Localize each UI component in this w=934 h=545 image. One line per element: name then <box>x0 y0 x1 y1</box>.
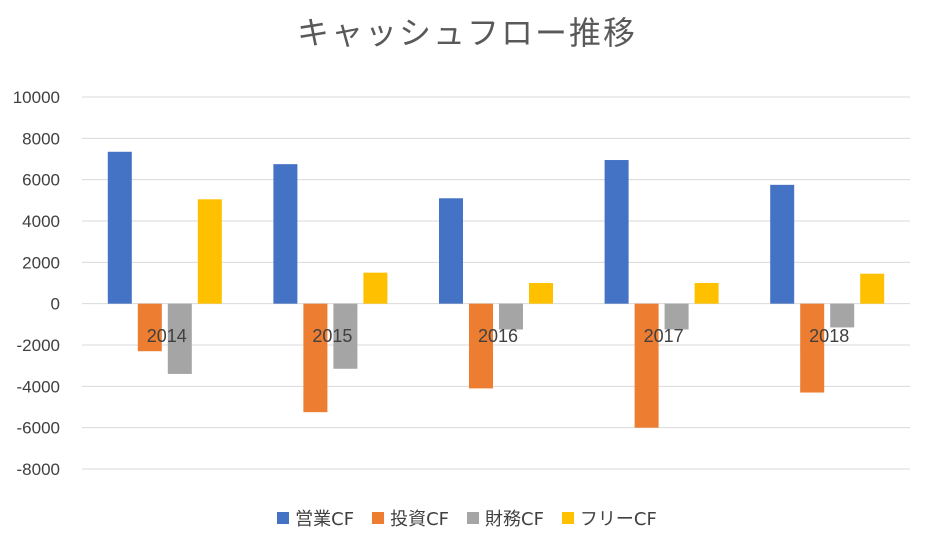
y-tick-label: 2000 <box>22 253 60 272</box>
bar-3-2014 <box>167 303 192 374</box>
bar-4-2014 <box>197 199 222 304</box>
bar-2-2016 <box>469 303 493 389</box>
category-labels: 2014 2015 2016 2017 2018 <box>147 326 849 346</box>
category-label: 2018 <box>809 326 849 346</box>
legend-item-operating: 営業CF <box>277 505 354 531</box>
y-tick-label: -6000 <box>17 419 60 438</box>
y-axis-ticks: 10000 8000 6000 4000 2000 0 -2000 -4000 -6000 -80… <box>13 88 60 479</box>
y-tick-label: -2000 <box>17 336 60 355</box>
legend-swatch-free <box>561 512 574 524</box>
legend-label-free: フリーCF <box>579 509 657 530</box>
legend-label-investing: 投資CF <box>390 509 449 530</box>
bar-1-2014 <box>107 151 132 304</box>
legend-item-financing: 財務CF <box>467 505 544 531</box>
bar-2-2017 <box>634 303 659 428</box>
y-tick-label: 6000 <box>22 171 60 190</box>
category-label: 2015 <box>312 326 352 346</box>
bar-4-2016 <box>529 283 553 304</box>
y-tick-label: -8000 <box>17 460 60 479</box>
bar-2-2015 <box>303 303 328 413</box>
bar-4-2015 <box>363 272 388 304</box>
legend-item-investing: 投資CF <box>372 505 449 531</box>
bar-3-2015 <box>333 303 358 369</box>
bar-3-2016 <box>499 303 523 330</box>
y-tick-label: 10000 <box>13 88 60 107</box>
bar-3-2018 <box>830 303 855 328</box>
bar-1-2018 <box>770 184 795 304</box>
category-label: 2014 <box>147 326 187 346</box>
legend: 営業CF 投資CF 財務CF フリーCF <box>0 505 934 531</box>
chart-title: キャッシュフロー推移 <box>296 14 637 52</box>
legend-label-operating: 営業CF <box>295 509 355 530</box>
bars <box>107 151 885 428</box>
legend-swatch-investing <box>372 512 385 524</box>
bar-1-2017 <box>604 160 629 304</box>
gridlines <box>82 96 910 470</box>
legend-item-free: フリーCF <box>561 505 657 531</box>
category-label: 2017 <box>644 326 684 346</box>
bar-2-2014 <box>137 303 162 352</box>
bar-4-2017 <box>694 283 719 304</box>
category-label: 2016 <box>478 326 518 346</box>
legend-swatch-financing <box>467 512 479 524</box>
legend-label-financing: 財務CF <box>485 509 544 530</box>
bar-3-2017 <box>664 303 689 330</box>
bar-4-2018 <box>860 273 885 304</box>
bar-2-2018 <box>800 303 825 393</box>
legend-swatch-operating <box>277 512 290 524</box>
y-tick-label: 0 <box>51 295 60 314</box>
y-tick-label: 4000 <box>22 212 60 231</box>
bar-1-2015 <box>273 164 298 304</box>
bar-1-2016 <box>439 198 463 304</box>
y-tick-label: 8000 <box>22 129 60 148</box>
y-tick-label: -4000 <box>17 377 60 396</box>
